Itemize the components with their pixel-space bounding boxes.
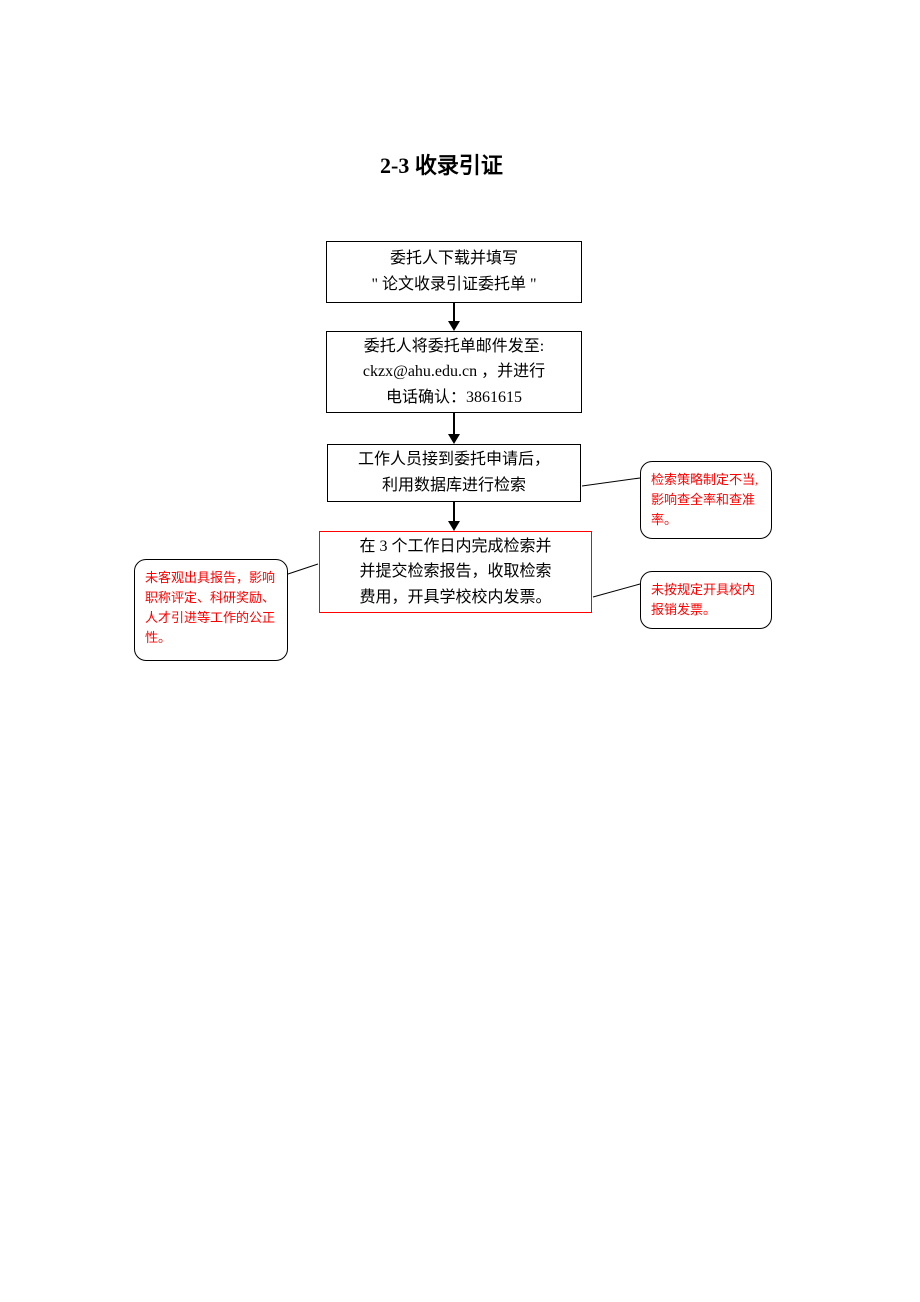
flow-box-line: 电话确认：3861615 [386, 385, 522, 411]
callout-left-1: 未客观出具报告，影响职称评定、科研奖励、人才引进等工作的公正性。 [134, 559, 288, 661]
flow-box-line: ckzx@ahu.edu.cn ，并进行 [363, 359, 545, 385]
callout-right-2: 未按规定开具校内报销发票。 [640, 571, 772, 629]
flow-box-line: 费用，开具学校校内发票。 [359, 585, 551, 611]
flow-box-line: 在 3 个工作日内完成检索并 [359, 534, 551, 560]
flow-box-line: 利用数据库进行检索 [382, 473, 526, 499]
flow-box-line: 委托人将委托单邮件发至: [364, 334, 544, 360]
flow-box-line: " 论文收录引证委托单 " [371, 272, 536, 298]
flow-box-line: 并提交检索报告，收取检索 [359, 559, 551, 585]
page-title: 2-3 收录引证 [380, 148, 503, 180]
flow-box-2: 委托人将委托单邮件发至:ckzx@ahu.edu.cn ，并进行电话确认：386… [326, 331, 582, 413]
flow-box-line: 工作人员接到委托申请后， [358, 447, 550, 473]
flow-box-1: 委托人下载并填写" 论文收录引证委托单 " [326, 241, 582, 303]
flow-box-3: 工作人员接到委托申请后，利用数据库进行检索 [327, 444, 581, 502]
flow-box-4: 在 3 个工作日内完成检索并并提交检索报告，收取检索费用，开具学校校内发票。 [319, 531, 592, 613]
flow-box-line: 委托人下载并填写 [390, 246, 518, 272]
callout-right-1: 检索策略制定不当,影响查全率和查准率。 [640, 461, 772, 539]
